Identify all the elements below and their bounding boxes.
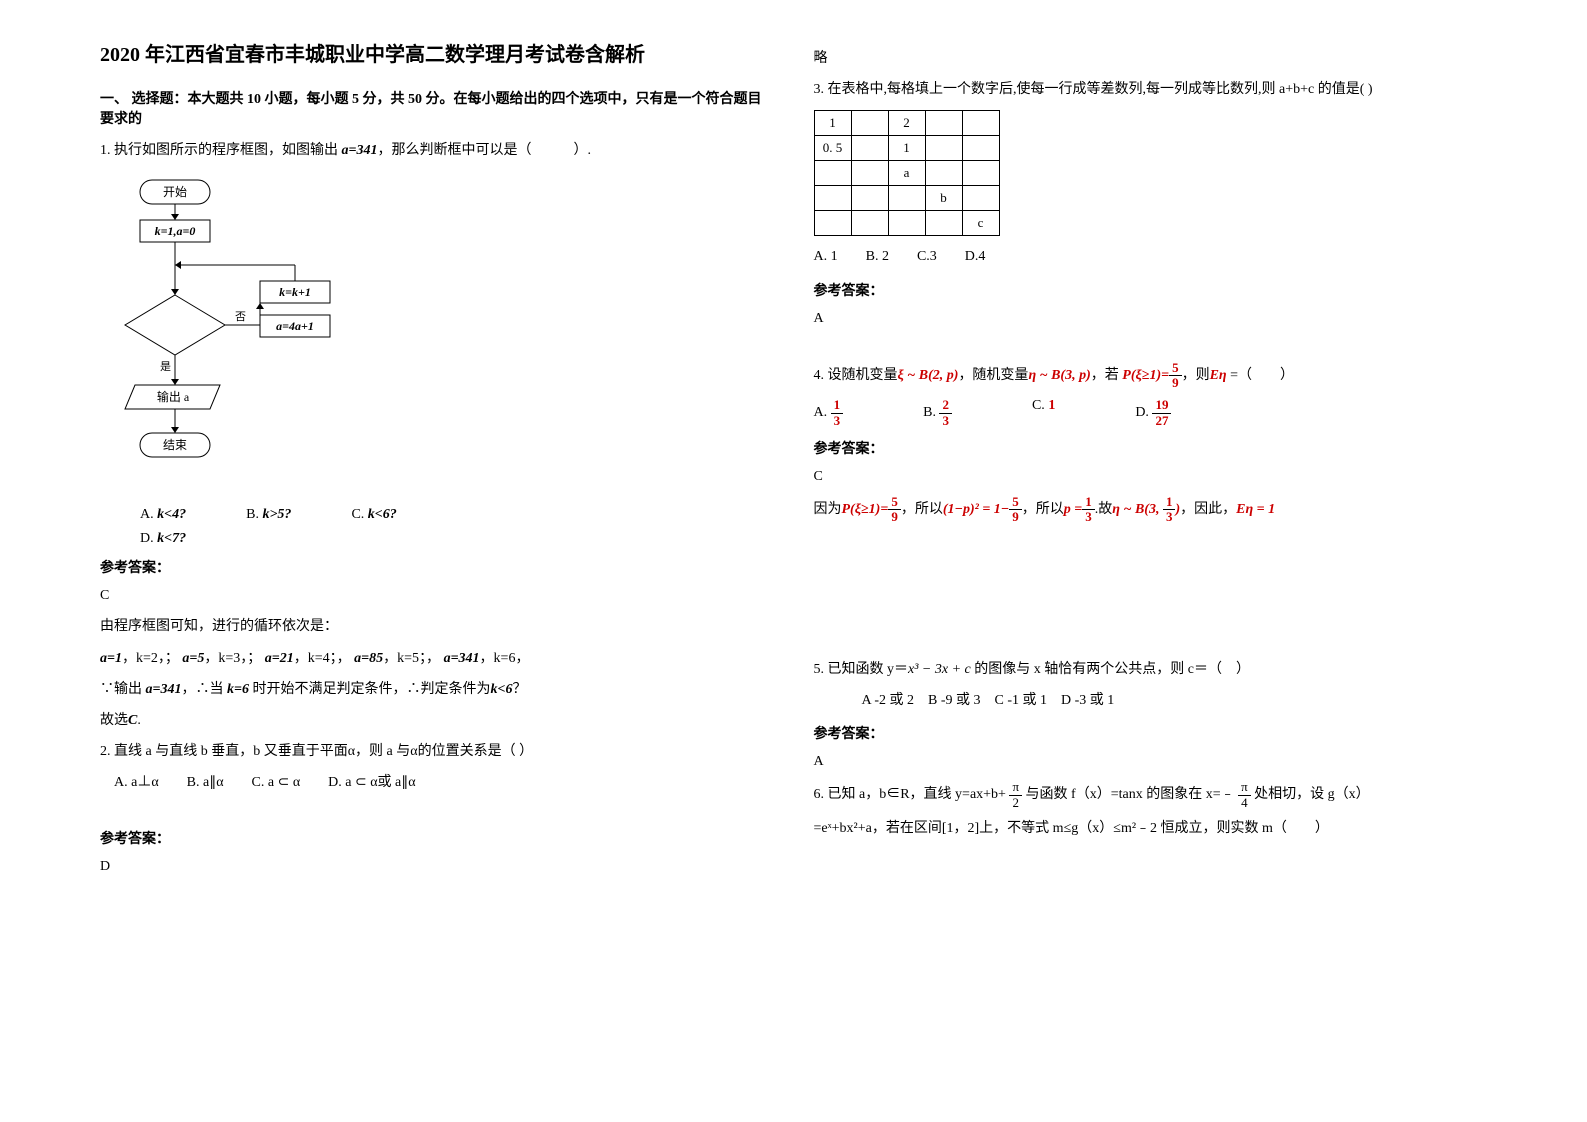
q1-opt-c: C. k<6? [351, 507, 396, 523]
q2-stem: 2. 直线 a 与直线 b 垂直，b 又垂直于平面α，则 a 与α的位置关系是（… [100, 739, 774, 764]
q3-answer: A [814, 306, 1488, 331]
q1-exp3: ∵输出 a=341，∴当 k=6 时开始不满足判定条件，∴判定条件为k<6？ [100, 677, 774, 702]
q5-options: A -2 或 2 B -9 或 3 C -1 或 1 D -3 或 1 [834, 688, 1488, 713]
flow-yes: 是 [160, 360, 171, 373]
q1-opt-a: A. k<4? [140, 507, 186, 523]
q5-stem: 5. 已知函数 y＝x³ − 3x + c 的图像与 x 轴恰有两个公共点，则 … [814, 657, 1488, 682]
q2-answer: D [100, 854, 774, 879]
q1-opt-d: D. k<7? [140, 531, 774, 547]
flow-out: 输出 a [157, 389, 190, 404]
lue-text: 略 [814, 46, 1488, 71]
q1-exp2: a=1，k=2，； a=5，k=3，； a=21，k=4；， a=85，k=5；… [100, 646, 774, 671]
q1-stem: 1. 执行如图所示的程序框图，如图输出 a=341，那么判断框中可以是（ ）. [100, 138, 774, 163]
q1-stem-a: 1. 执行如图所示的程序框图，如图输出 [100, 143, 342, 158]
q1-opt-b: B. k>5? [246, 507, 291, 523]
flow-a4a1: a=4a+1 [276, 319, 314, 333]
q1-answer: C [100, 583, 774, 608]
q3-stem: 3. 在表格中,每格填上一个数字后,使每一行成等差数列,每一列成等比数列,则 a… [814, 77, 1488, 102]
q1-options: A. k<4? B. k>5? C. k<6? [140, 507, 774, 523]
q3-options: A. 1 B. 2 C.3 D.4 [814, 244, 1488, 269]
q4-opt-b: B. 23 [923, 398, 952, 428]
q2-answer-label: 参考答案： [100, 828, 774, 848]
q4-answer: C [814, 464, 1488, 489]
q4-opt-c: C. 1 [1032, 398, 1055, 428]
q4-opt-a: A. 13 [814, 398, 844, 428]
q1-answer-label: 参考答案： [100, 557, 774, 577]
q4-opt-d: D. 1927 [1135, 398, 1171, 428]
section-1-heading: 一、 选择题：本大题共 10 小题，每小题 5 分，共 50 分。在每小题给出的… [100, 88, 774, 128]
left-column: 2020 年江西省宜春市丰城职业中学高二数学理月考试卷含解析 一、 选择题：本大… [100, 40, 774, 885]
q6-stem-line1: 6. 已知 a，b∈R，直线 y=ax+b+ π2 与函数 f（x）=tanx … [814, 780, 1488, 810]
q6-stem-line2: =eˣ+bx²+a，若在区间[1，2]上，不等式 m≤g（x）≤m²﹣2 恒成立… [814, 816, 1488, 841]
doc-title: 2020 年江西省宜春市丰城职业中学高二数学理月考试卷含解析 [100, 40, 774, 70]
right-column: 略 3. 在表格中,每格填上一个数字后,使每一行成等差数列,每一列成等比数列,则… [814, 40, 1488, 885]
q5-answer: A [814, 749, 1488, 774]
flow-init: k=1,a=0 [155, 224, 196, 238]
flow-no: 否 [235, 311, 246, 323]
flow-end: 结束 [163, 438, 187, 452]
q2-options: A. a⊥α B. a∥α C. a ⊂ α D. a ⊂ α或 a∥α [100, 770, 774, 795]
q3-answer-label: 参考答案： [814, 280, 1488, 300]
q1-stem-c: ，那么判断框中可以是（ ）. [377, 143, 591, 158]
flow-kpp: k=k+1 [279, 285, 311, 299]
q4-answer-label: 参考答案： [814, 438, 1488, 458]
q4-stem: 4. 设随机变量ξ ~ B(2, p)，随机变量η ~ B(3, p)，若 P(… [814, 361, 1488, 391]
q4-options: A. 13 B. 23 C. 1 D. 1927 [814, 398, 1488, 428]
q1-exp4: 故选C. [100, 708, 774, 733]
q3-table: 12 0. 51 a b c [814, 110, 1000, 236]
flow-start: 开始 [163, 185, 187, 199]
q5-answer-label: 参考答案： [814, 723, 1488, 743]
q1-flowchart: 开始 k=1,a=0 否 a=4a+1 k=k+1 [120, 175, 774, 495]
q1-exp1: 由程序框图可知，进行的循环依次是： [100, 614, 774, 639]
q1-a341: a=341 [342, 143, 378, 158]
q4-explanation: 因为P(ξ≥1)=59，所以(1−p)² = 1−59，所以p =13.故η ~… [814, 495, 1488, 525]
